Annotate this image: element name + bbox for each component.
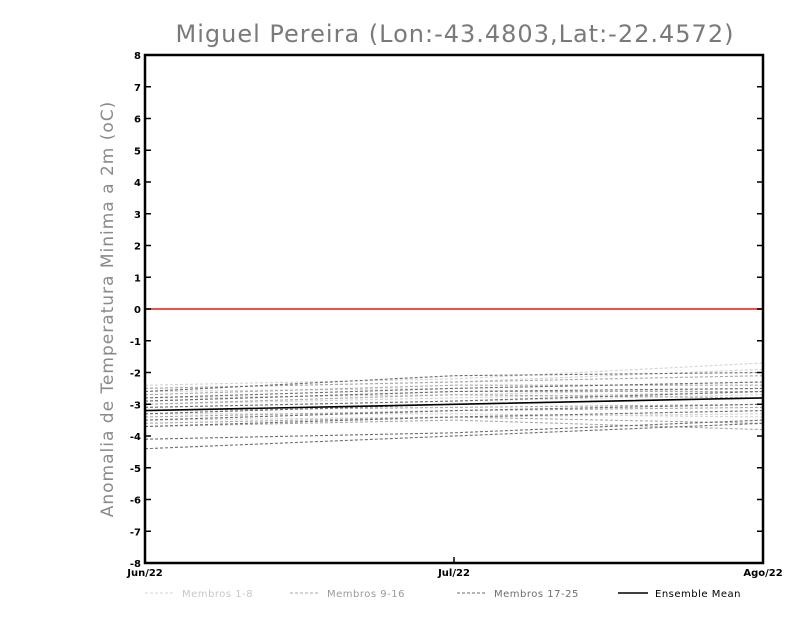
member-line xyxy=(144,419,764,431)
member-line xyxy=(144,390,764,405)
member-line xyxy=(145,413,764,418)
member-line xyxy=(144,410,764,428)
member-line xyxy=(144,406,764,418)
member-line xyxy=(144,390,763,402)
member-line xyxy=(144,387,764,399)
y-tick-label: -4 xyxy=(130,432,141,443)
member-line xyxy=(144,387,764,402)
y-tick-label: -5 xyxy=(130,464,141,475)
y-tick-label: 2 xyxy=(134,242,141,253)
member-line xyxy=(144,394,764,405)
ensemble-mean-line xyxy=(144,397,764,412)
x-tick-label: Ago/22 xyxy=(743,568,782,579)
member-line xyxy=(144,413,764,421)
y-tick-label: 5 xyxy=(134,146,141,157)
member-line xyxy=(144,381,764,399)
y-tick-label: -3 xyxy=(130,400,141,411)
x-axis-ticks: Jun/22 Jul/22 Ago/22 xyxy=(126,557,783,579)
x-tick-label: Jun/22 xyxy=(126,568,163,579)
chart-title: Miguel Pereira (Lon:-43.4803,Lat:-22.457… xyxy=(176,20,735,48)
y-tick-label: -1 xyxy=(130,337,141,348)
y-tick-label: 1 xyxy=(134,273,141,284)
legend-label: Ensemble Mean xyxy=(655,589,741,600)
y-tick-label: 0 xyxy=(134,305,141,316)
y-axis-label: Anomalia de Temperatura Minima a 2m (oC) xyxy=(98,101,118,518)
y-tick-label: 4 xyxy=(134,178,141,189)
member-line xyxy=(144,403,764,421)
y-tick-label: -2 xyxy=(130,369,141,380)
y-tick-label: 6 xyxy=(134,115,141,126)
legend-label: Membros 9-16 xyxy=(327,589,405,600)
member-line xyxy=(144,416,764,424)
legend-label: Membros 17-25 xyxy=(494,589,579,600)
y-tick-label: 8 xyxy=(134,51,141,62)
member-line xyxy=(144,362,764,386)
member-line xyxy=(144,419,764,440)
legend: Membros 1-8 Membros 9-16 Membros 17-25 Ense… xyxy=(145,589,741,600)
member-line xyxy=(144,422,764,450)
member-line xyxy=(144,371,764,393)
y-tick-label: -6 xyxy=(130,496,141,507)
y-tick-label: 3 xyxy=(134,210,141,221)
x-tick-label: Jul/22 xyxy=(437,568,470,579)
series-layer xyxy=(144,362,764,450)
y-axis-ticks: 8 7 6 5 4 3 2 1 0 -1 -2 -3 -4 -5 -6 -7 -8 xyxy=(130,51,763,570)
member-line xyxy=(144,390,764,408)
member-line xyxy=(144,384,763,396)
y-tick-label: -8 xyxy=(130,559,141,570)
y-tick-label: 7 xyxy=(134,83,141,94)
y-tick-label: -7 xyxy=(130,527,141,538)
member-line xyxy=(144,403,764,412)
member-line xyxy=(144,375,764,389)
legend-label: Membros 1-8 xyxy=(182,589,253,600)
